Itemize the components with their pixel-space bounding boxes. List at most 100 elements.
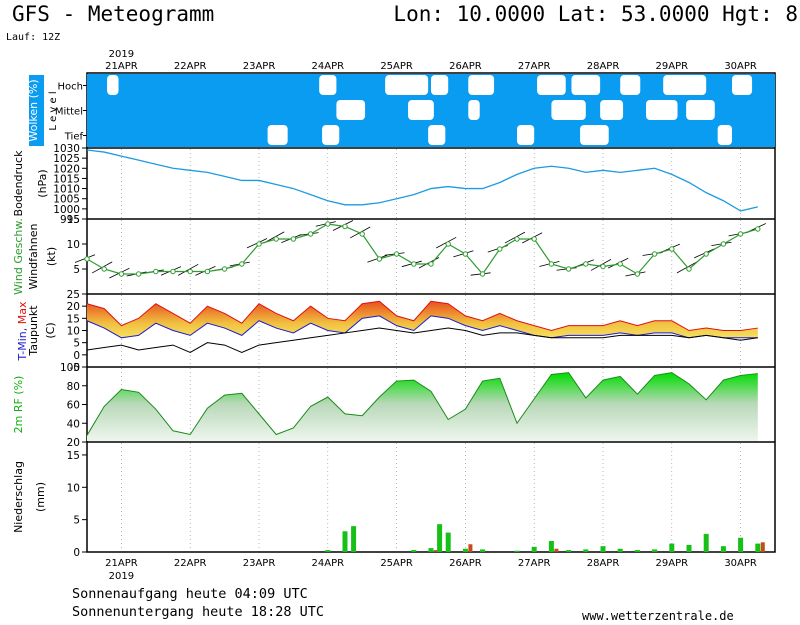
clear-sky-patch-hoch — [319, 75, 337, 95]
year-label-bottom: 2019 — [109, 571, 134, 582]
clear-sky-patch-mittel — [600, 100, 624, 120]
pressure-unit-label: (hPa) — [36, 169, 49, 197]
wind-speed-point — [84, 256, 90, 262]
precip-bar-total — [652, 549, 658, 552]
wind-speed-point — [600, 263, 606, 270]
clear-sky-patch-hoch — [537, 75, 566, 95]
precip-bar-total — [411, 550, 417, 552]
cloud-level-label-Tief: Tief — [64, 132, 84, 143]
precip-bar-total — [669, 543, 675, 552]
date-label-bottom-24APR: 24APR — [312, 558, 345, 569]
humidity-area — [87, 372, 758, 441]
wind-speed-point — [428, 261, 434, 267]
precip-tick-label-10: 10 — [67, 482, 80, 494]
tmax-series-line — [86, 300, 758, 332]
tmax-axis-label: Max — [16, 301, 29, 324]
clear-sky-patch-hoch — [663, 75, 707, 95]
humidity-tick-label-100: 100 — [60, 362, 80, 374]
wind-speed-point — [101, 266, 107, 272]
temp-tick-label--5: -5 — [70, 362, 80, 374]
wind-tick-label-10: 10 — [67, 239, 80, 251]
date-label-top-22APR: 22APR — [174, 61, 207, 72]
cloud-level-label-Mittel: Mittel — [55, 107, 83, 118]
wind-speed-point — [290, 236, 297, 242]
temp-tick-label-10: 10 — [67, 326, 80, 338]
date-label-top-23APR: 23APR — [243, 61, 276, 72]
wind-speed-point — [325, 221, 331, 227]
pressure-tick-label-1015: 1015 — [53, 173, 80, 185]
wind-tick-label-5: 5 — [73, 264, 80, 276]
date-label-top-29APR: 29APR — [656, 61, 689, 72]
precip-bar-total — [428, 548, 434, 552]
clear-sky-patch-tief — [267, 125, 288, 145]
precip-bar-total — [600, 546, 606, 552]
date-label-bottom-22APR: 22APR — [174, 558, 207, 569]
precip-bar-total — [738, 537, 744, 552]
temperature-axis-label: T-Min, Max — [16, 301, 29, 361]
wind-speed-point — [669, 246, 675, 252]
dewpoint-axis-label: Taupunkt — [27, 305, 40, 357]
precip-bar-total — [583, 549, 589, 552]
wind-speed-point — [479, 271, 486, 277]
precip-bar-total — [703, 533, 709, 552]
wind-speed-point — [411, 261, 417, 267]
clear-sky-patch-mittel — [686, 100, 715, 120]
wind-speed-axis-label: Wind Geschw. — [12, 218, 25, 295]
precip-axis-label: Niederschlag — [12, 461, 25, 533]
wind-speed-point — [497, 246, 503, 252]
pressure-axis-label: Bodendruck — [12, 150, 25, 217]
temp-tick-label-15: 15 — [67, 313, 80, 325]
wind-speed-point — [342, 223, 348, 230]
clear-sky-patch-tief — [322, 125, 340, 145]
humidity-tick-label-40: 40 — [67, 418, 80, 430]
wind-speed-point — [686, 266, 692, 272]
clear-sky-patch-mittel — [646, 100, 678, 120]
model-run-label: Lauf: 12Z — [6, 32, 61, 43]
precip-bar-convective — [760, 542, 765, 552]
temp-tick-label-25: 25 — [67, 289, 80, 301]
wind-speed-point — [239, 261, 245, 267]
wind-speed-point — [118, 271, 125, 277]
pressure-tick-label-1005: 1005 — [53, 194, 80, 206]
precip-bar-total — [617, 548, 623, 552]
clear-sky-patch-hoch — [431, 75, 449, 95]
cloud-axis-label: Wolken (%) — [27, 79, 40, 141]
date-label-top-21APR: 21APR — [105, 61, 138, 72]
pressure-tick-label-1030: 1030 — [53, 143, 80, 155]
date-label-top-24APR: 24APR — [312, 61, 345, 72]
precip-bar-total — [480, 549, 486, 552]
wind-speed-point — [376, 256, 383, 262]
wind-speed-point — [393, 251, 400, 257]
sunrise-text: Sonnenaufgang heute 04:09 UTC — [72, 586, 308, 602]
precip-bar-total — [445, 532, 451, 552]
humidity-series-line — [86, 372, 758, 436]
wind-speed-point — [256, 241, 262, 247]
wind-speed-point — [583, 261, 589, 267]
pressure-tick-label-995: 995 — [60, 214, 80, 226]
tmin-series-line — [86, 315, 758, 339]
wind-speed-point — [548, 261, 555, 267]
temp-tick-label-0: 0 — [73, 350, 80, 362]
wind-speed-point — [359, 231, 365, 237]
precip-bar-total — [566, 550, 572, 552]
pressure-tick-label-1025: 1025 — [53, 153, 80, 165]
precip-bar-total — [437, 524, 443, 552]
date-label-bottom-28APR: 28APR — [587, 558, 620, 569]
dewpoint-series-line — [86, 327, 758, 353]
clear-sky-patch-hoch — [732, 75, 753, 95]
clear-sky-patch-mittel — [468, 100, 480, 120]
website-link[interactable]: www.wetterzentrale.de — [582, 609, 734, 623]
wind-barb-axis-label: Windfahnen — [27, 224, 40, 290]
precip-bar-convective — [434, 550, 438, 552]
humidity-tick-label-20: 20 — [67, 437, 80, 449]
wind-speed-point — [737, 231, 744, 237]
clear-sky-patch-tief — [717, 125, 732, 145]
wind-speed-point — [462, 251, 469, 257]
cloud-label-box — [29, 75, 44, 146]
date-label-bottom-30APR: 30APR — [724, 558, 757, 569]
wind-speed-point — [720, 241, 727, 247]
precip-bar-total — [720, 546, 726, 552]
wind-speed-point — [307, 231, 314, 237]
precip-bar-total — [514, 550, 520, 552]
